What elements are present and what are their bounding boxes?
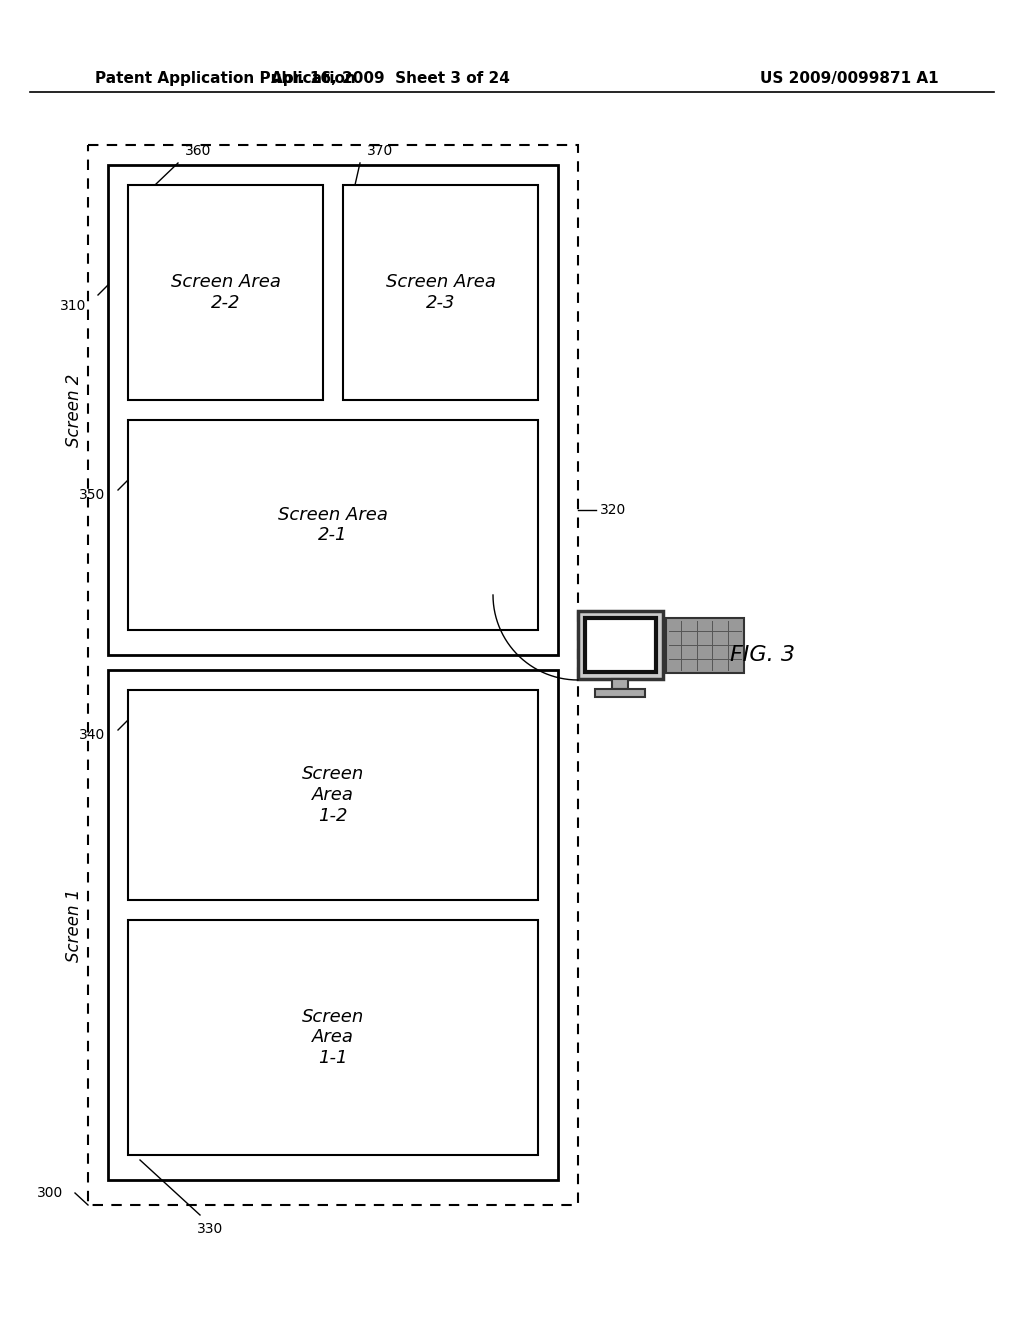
Text: Screen
Area
1-2: Screen Area 1-2 bbox=[302, 766, 365, 825]
Text: 340: 340 bbox=[79, 729, 105, 742]
Text: 360: 360 bbox=[185, 144, 211, 158]
Bar bbox=[108, 671, 558, 1180]
Text: US 2009/0099871 A1: US 2009/0099871 A1 bbox=[760, 70, 939, 86]
Text: Screen
Area
1-1: Screen Area 1-1 bbox=[302, 1007, 365, 1068]
Bar bbox=[612, 678, 628, 689]
Text: Screen 1: Screen 1 bbox=[65, 888, 83, 962]
Text: 370: 370 bbox=[367, 144, 393, 158]
Bar bbox=[595, 689, 645, 697]
Text: 300: 300 bbox=[37, 1185, 63, 1200]
Text: Screen Area
2-3: Screen Area 2-3 bbox=[386, 273, 496, 312]
Text: 330: 330 bbox=[197, 1222, 223, 1236]
Text: 350: 350 bbox=[79, 488, 105, 502]
Text: 320: 320 bbox=[600, 503, 627, 517]
Bar bbox=[108, 165, 558, 655]
Bar bbox=[128, 185, 323, 400]
Text: 310: 310 bbox=[59, 300, 86, 313]
Text: Screen Area
2-1: Screen Area 2-1 bbox=[279, 506, 388, 544]
Text: Patent Application Publication: Patent Application Publication bbox=[95, 70, 355, 86]
Bar bbox=[666, 618, 743, 672]
Bar bbox=[88, 145, 578, 1205]
Bar bbox=[578, 611, 663, 678]
Bar bbox=[128, 920, 538, 1155]
Bar bbox=[128, 690, 538, 900]
Bar bbox=[585, 618, 655, 672]
Text: Screen 2: Screen 2 bbox=[65, 374, 83, 446]
Bar bbox=[343, 185, 538, 400]
Text: Apr. 16, 2009  Sheet 3 of 24: Apr. 16, 2009 Sheet 3 of 24 bbox=[270, 70, 509, 86]
Text: FIG. 3: FIG. 3 bbox=[730, 645, 795, 665]
Text: Screen Area
2-2: Screen Area 2-2 bbox=[171, 273, 281, 312]
Bar bbox=[128, 420, 538, 630]
